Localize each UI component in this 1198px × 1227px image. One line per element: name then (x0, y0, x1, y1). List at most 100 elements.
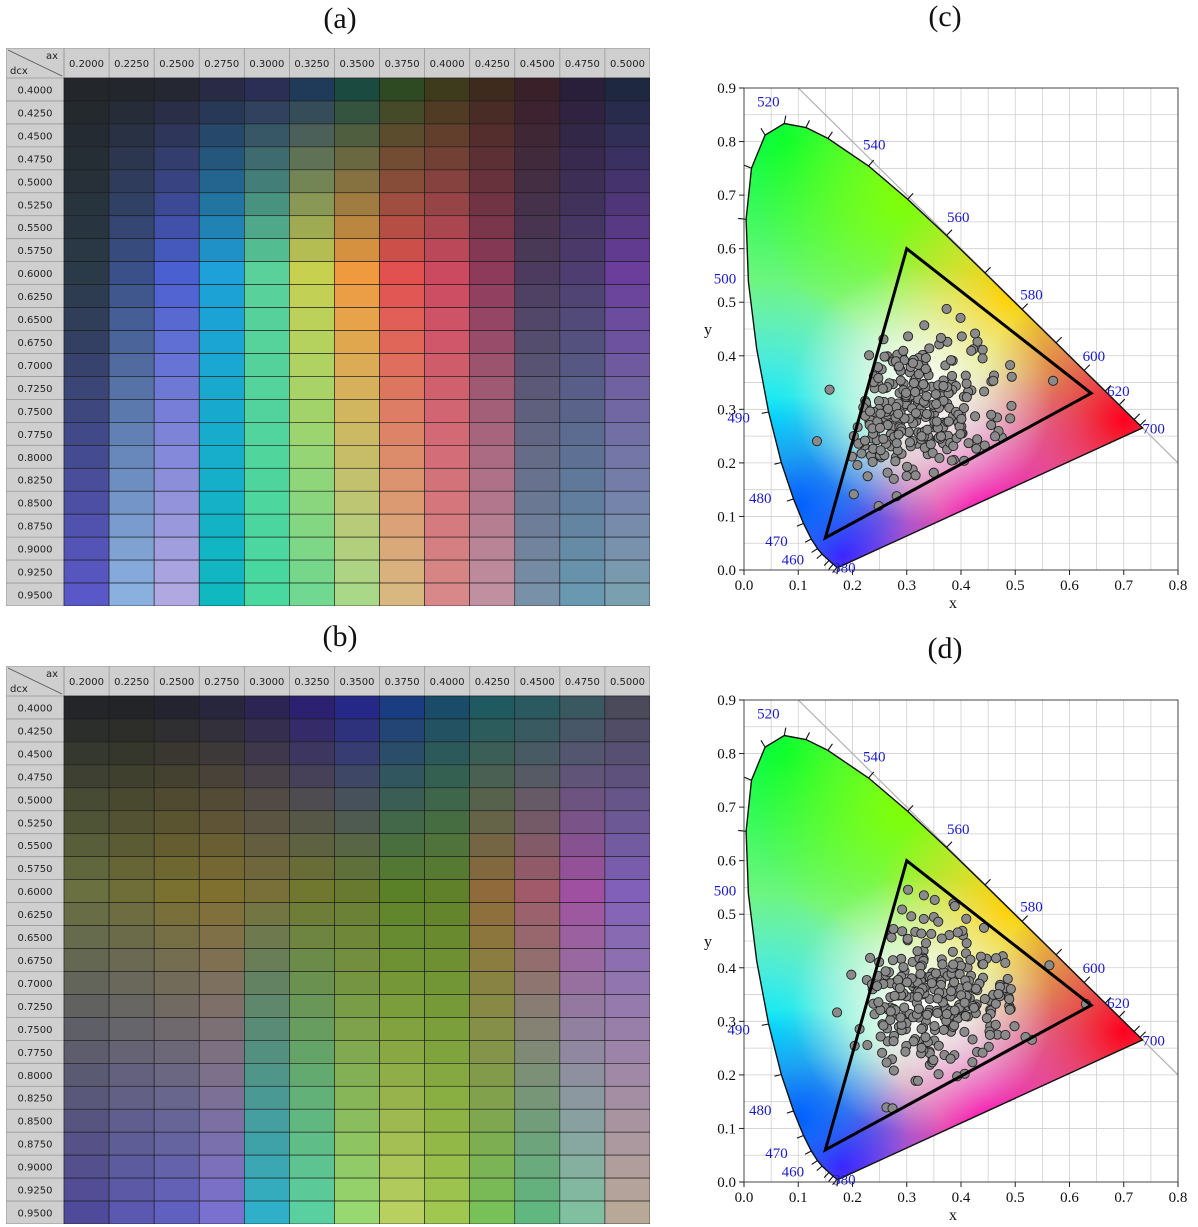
grid-cell (63, 925, 110, 949)
grid-cell (289, 787, 335, 812)
grid-cell (469, 1177, 516, 1202)
row-header: 0.7000 (18, 361, 53, 372)
grid-cell (108, 1063, 155, 1087)
grid-cell (289, 994, 335, 1018)
grid-cell (198, 1131, 245, 1156)
grid-cell (244, 741, 290, 766)
grid-cell (469, 422, 516, 446)
grid-cell (379, 169, 425, 194)
y-tick-label: 0.6 (717, 854, 736, 870)
grid-cell (153, 994, 200, 1018)
grid-cell (63, 169, 110, 194)
grid-cell (469, 513, 516, 538)
data-point (941, 1009, 952, 1020)
grid-cell (63, 284, 110, 308)
grid-cell (379, 215, 425, 239)
grid-cell (559, 284, 606, 308)
grid-cell (424, 399, 470, 423)
grid-cell (469, 902, 516, 926)
y-tick-label: 0.5 (717, 295, 736, 311)
grid-cell (604, 353, 650, 377)
row-header: 0.5750 (18, 864, 53, 875)
grid-cell (604, 741, 650, 766)
grid-cell (63, 1063, 110, 1087)
wavelength-label: 520 (757, 95, 780, 111)
grid-cell (424, 1200, 470, 1224)
grid-cell (469, 1063, 516, 1087)
grid-cell (244, 215, 290, 239)
grid-cell (244, 559, 290, 584)
y-tick-label: 0.8 (717, 135, 736, 151)
grid-cell (604, 994, 650, 1018)
row-header: 0.5000 (18, 177, 53, 188)
column-header: 0.2250 (114, 677, 149, 688)
data-point (990, 953, 1002, 964)
grid-cell (604, 833, 650, 857)
data-point (887, 955, 898, 966)
grid-cell (424, 192, 470, 217)
data-point (878, 433, 889, 444)
data-point (930, 389, 941, 400)
data-point (955, 429, 966, 440)
x-tick-label: 0.4 (952, 1190, 971, 1206)
data-point (932, 1008, 943, 1019)
grid-cell (604, 192, 650, 217)
data-point (981, 1013, 992, 1024)
srgb-triangle (822, 246, 1094, 541)
grid-cell (244, 422, 290, 446)
grid-cell (334, 559, 380, 584)
data-point (1005, 360, 1016, 371)
column-header: 0.4500 (520, 59, 555, 70)
grid-cell (514, 330, 561, 354)
grid-cell (514, 238, 561, 262)
grid-cell (63, 1085, 110, 1110)
data-point (943, 416, 954, 427)
grid-cell (559, 238, 606, 262)
grid-cell (559, 146, 606, 171)
grid-cell (559, 399, 606, 423)
grid-cell (514, 169, 561, 194)
grid-cell (153, 1085, 200, 1110)
data-point (908, 1036, 919, 1047)
panel-label-a: (a) (323, 2, 357, 35)
wavelength-label: 380 (833, 561, 856, 577)
grid-cell (63, 718, 110, 743)
grid-cell (244, 1040, 290, 1064)
column-header: 0.2250 (114, 59, 149, 70)
grid-cell (379, 695, 425, 720)
data-point (1004, 994, 1015, 1005)
grid-cell (153, 787, 200, 812)
data-point (898, 345, 909, 356)
grid-cell (559, 718, 606, 743)
grid-cell (153, 879, 200, 903)
grid-cell (289, 353, 335, 377)
grid-cell (334, 536, 380, 561)
grid-cell (198, 948, 245, 972)
grid-cell (289, 582, 335, 606)
grid-cell (334, 741, 380, 766)
data-point (893, 361, 904, 372)
grid-cell (153, 1177, 200, 1202)
grid-cell (469, 490, 516, 515)
data-point (970, 328, 981, 339)
grid-cell (198, 582, 245, 606)
x-tick-label: 0.1 (789, 578, 808, 594)
grid-cell (289, 169, 335, 194)
grid-cell (424, 445, 470, 469)
grid-cell (334, 169, 380, 194)
grid-cell (514, 1063, 561, 1087)
column-header: 0.3750 (385, 59, 420, 70)
x-tick-label: 0.0 (735, 578, 754, 594)
panel-label-d: (d) (927, 632, 963, 665)
data-point (921, 391, 932, 402)
data-point (889, 990, 900, 1001)
data-point (918, 890, 929, 901)
grid-cell (559, 536, 606, 561)
grid-cell (244, 536, 290, 561)
grid-cell (334, 948, 380, 972)
data-point (936, 933, 947, 944)
grid-cell (108, 513, 155, 538)
grid-cell (63, 215, 110, 239)
data-point (888, 473, 899, 484)
grid-cell (379, 146, 425, 171)
